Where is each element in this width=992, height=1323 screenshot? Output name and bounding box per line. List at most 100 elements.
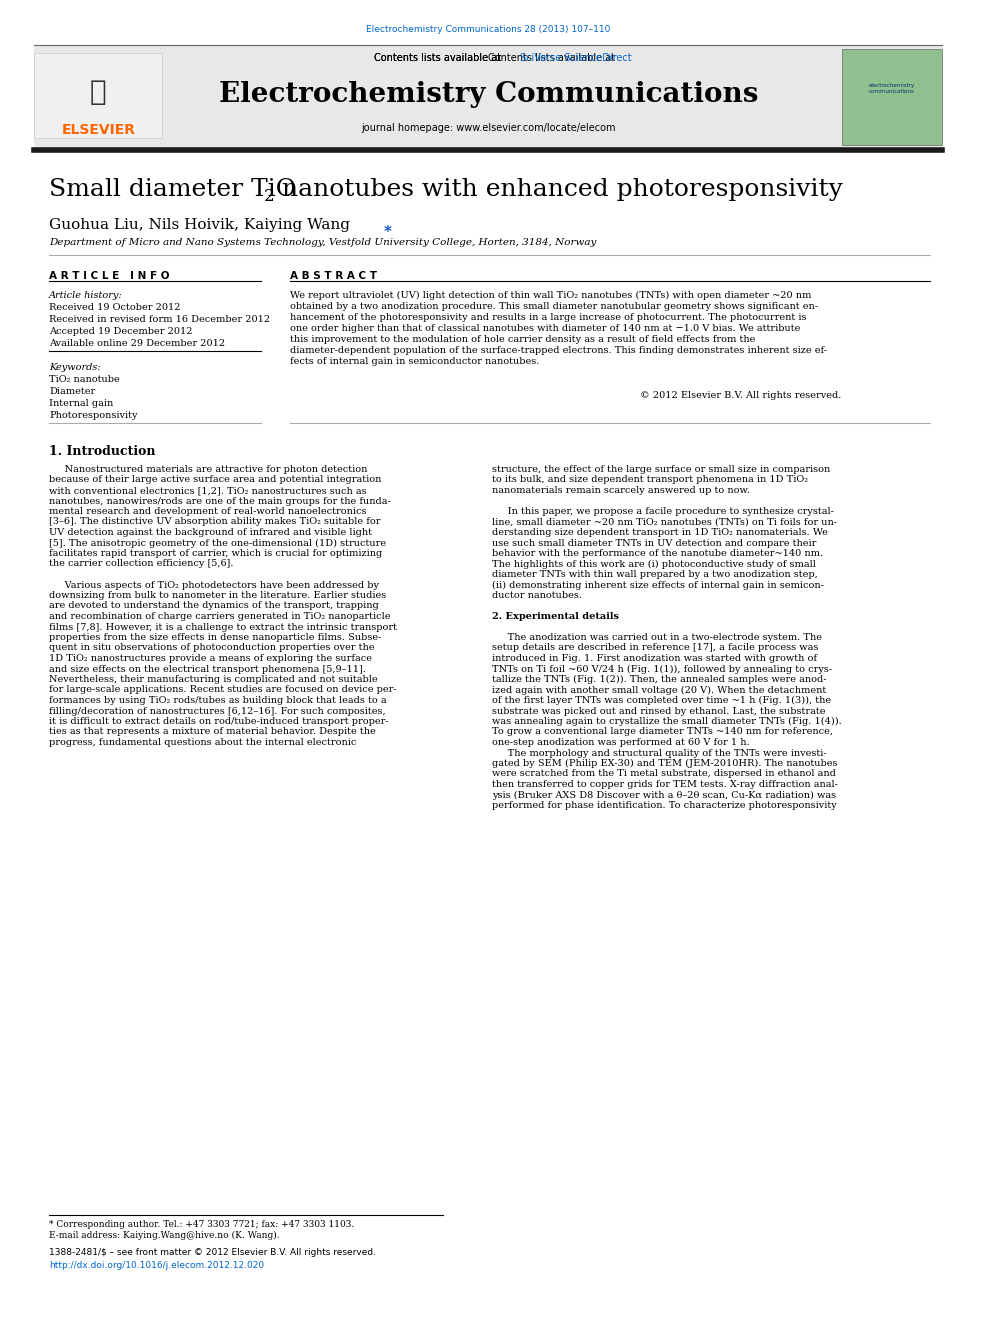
Text: (ii) demonstrating inherent size effects of internal gain in semicon-: (ii) demonstrating inherent size effects… xyxy=(492,581,824,590)
Text: progress, fundamental questions about the internal electronic: progress, fundamental questions about th… xyxy=(50,738,356,747)
Text: *: * xyxy=(384,225,392,239)
Text: one-step anodization was performed at 60 V for 1 h.: one-step anodization was performed at 60… xyxy=(492,738,750,747)
Text: properties from the size effects in dense nanoparticle films. Subse-: properties from the size effects in dens… xyxy=(50,632,382,642)
Text: Accepted 19 December 2012: Accepted 19 December 2012 xyxy=(50,327,192,336)
Text: 1. Introduction: 1. Introduction xyxy=(50,445,156,458)
Text: Received 19 October 2012: Received 19 October 2012 xyxy=(50,303,181,312)
Text: We report ultraviolet (UV) light detection of thin wall TiO₂ nanotubes (TNTs) wi: We report ultraviolet (UV) light detecti… xyxy=(291,291,811,300)
Text: 2: 2 xyxy=(264,188,275,205)
Text: nanomaterials remain scarcely answered up to now.: nanomaterials remain scarcely answered u… xyxy=(492,486,750,495)
Text: performed for phase identification. To characterize photoresponsivity: performed for phase identification. To c… xyxy=(492,800,837,810)
Text: obtained by a two anodization procedure. This small diameter nanotubular geometr: obtained by a two anodization procedure.… xyxy=(291,302,818,311)
Text: journal homepage: www.elsevier.com/locate/elecom: journal homepage: www.elsevier.com/locat… xyxy=(361,123,615,134)
Text: Available online 29 December 2012: Available online 29 December 2012 xyxy=(50,339,225,348)
Text: for large-scale applications. Recent studies are focused on device per-: for large-scale applications. Recent stu… xyxy=(50,685,397,695)
Text: TiO₂ nanotube: TiO₂ nanotube xyxy=(50,374,120,384)
Text: Internal gain: Internal gain xyxy=(50,400,113,407)
Text: ized again with another small voltage (20 V). When the detachment: ized again with another small voltage (2… xyxy=(492,685,826,695)
Text: 1388-2481/$ – see front matter © 2012 Elsevier B.V. All rights reserved.: 1388-2481/$ – see front matter © 2012 El… xyxy=(50,1248,376,1257)
Text: line, small diameter ~20 nm TiO₂ nanotubes (TNTs) on Ti foils for un-: line, small diameter ~20 nm TiO₂ nanotub… xyxy=(492,517,837,527)
Text: use such small diameter TNTs in UV detection and compare their: use such small diameter TNTs in UV detec… xyxy=(492,538,816,548)
Text: In this paper, we propose a facile procedure to synthesize crystal-: In this paper, we propose a facile proce… xyxy=(492,507,834,516)
Text: Diameter: Diameter xyxy=(50,388,95,396)
Text: UV detection against the background of infrared and visible light: UV detection against the background of i… xyxy=(50,528,372,537)
Text: Electrochemistry Communications: Electrochemistry Communications xyxy=(218,81,758,108)
Text: diameter TNTs with thin wall prepared by a two anodization step,: diameter TNTs with thin wall prepared by… xyxy=(492,570,818,579)
Text: and recombination of charge carriers generated in TiO₂ nanoparticle: and recombination of charge carriers gen… xyxy=(50,613,391,620)
Text: then transferred to copper grids for TEM tests. X-ray diffraction anal-: then transferred to copper grids for TEM… xyxy=(492,781,838,789)
Text: were scratched from the Ti metal substrate, dispersed in ethanol and: were scratched from the Ti metal substra… xyxy=(492,770,836,778)
FancyBboxPatch shape xyxy=(35,46,942,148)
Text: hancement of the photoresponsivity and results in a large increase of photocurre: hancement of the photoresponsivity and r… xyxy=(291,314,806,321)
Text: quent in situ observations of photoconduction properties over the: quent in situ observations of photocondu… xyxy=(50,643,375,652)
Text: [5]. The anisotropic geometry of the one-dimensional (1D) structure: [5]. The anisotropic geometry of the one… xyxy=(50,538,386,548)
Text: Small diameter TiO: Small diameter TiO xyxy=(50,179,297,201)
Text: 🌳: 🌳 xyxy=(90,78,107,106)
Text: fects of internal gain in semiconductor nanotubes.: fects of internal gain in semiconductor … xyxy=(291,357,540,366)
Text: to its bulk, and size dependent transport phenomena in 1D TiO₂: to its bulk, and size dependent transpor… xyxy=(492,475,808,484)
Text: Contents lists available at: Contents lists available at xyxy=(374,53,504,64)
Text: © 2012 Elsevier B.V. All rights reserved.: © 2012 Elsevier B.V. All rights reserved… xyxy=(640,392,841,400)
Text: Electrochemistry Communications 28 (2013) 107–110: Electrochemistry Communications 28 (2013… xyxy=(366,25,610,34)
Text: Various aspects of TiO₂ photodetectors have been addressed by: Various aspects of TiO₂ photodetectors h… xyxy=(50,581,379,590)
Text: because of their large active surface area and potential integration: because of their large active surface ar… xyxy=(50,475,382,484)
Text: tallize the TNTs (Fig. 1(2)). Then, the annealed samples were anod-: tallize the TNTs (Fig. 1(2)). Then, the … xyxy=(492,675,826,684)
Text: Photoresponsivity: Photoresponsivity xyxy=(50,411,138,419)
Text: of the first layer TNTs was completed over time ~1 h (Fig. 1(3)), the: of the first layer TNTs was completed ov… xyxy=(492,696,831,705)
Text: this improvement to the modulation of hole carrier density as a result of field : this improvement to the modulation of ho… xyxy=(291,335,756,344)
Text: nanotubes, nanowires/rods are one of the main groups for the funda-: nanotubes, nanowires/rods are one of the… xyxy=(50,496,391,505)
Text: behavior with the performance of the nanotube diameter~140 nm.: behavior with the performance of the nan… xyxy=(492,549,823,558)
Text: the carrier collection efficiency [5,6].: the carrier collection efficiency [5,6]. xyxy=(50,560,234,569)
Text: ductor nanotubes.: ductor nanotubes. xyxy=(492,591,582,601)
Text: 1D TiO₂ nanostructures provide a means of exploring the surface: 1D TiO₂ nanostructures provide a means o… xyxy=(50,654,372,663)
Text: ysis (Bruker AXS D8 Discover with a θ–2θ scan, Cu-Kα radiation) was: ysis (Bruker AXS D8 Discover with a θ–2θ… xyxy=(492,791,836,799)
Text: and size effects on the electrical transport phenomena [5,9–11].: and size effects on the electrical trans… xyxy=(50,664,366,673)
Text: 2. Experimental details: 2. Experimental details xyxy=(492,613,619,620)
Text: The morphology and structural quality of the TNTs were investi-: The morphology and structural quality of… xyxy=(492,749,826,758)
Text: SciVerse ScienceDirect: SciVerse ScienceDirect xyxy=(520,53,631,64)
Text: Article history:: Article history: xyxy=(50,291,123,300)
Text: E-mail address: Kaiying.Wang@hive.no (K. Wang).: E-mail address: Kaiying.Wang@hive.no (K.… xyxy=(50,1230,280,1240)
Text: nanotubes with enhanced photoresponsivity: nanotubes with enhanced photoresponsivit… xyxy=(274,179,842,201)
Text: The highlights of this work are (i) photoconductive study of small: The highlights of this work are (i) phot… xyxy=(492,560,816,569)
Text: http://dx.doi.org/10.1016/j.elecom.2012.12.020: http://dx.doi.org/10.1016/j.elecom.2012.… xyxy=(50,1261,264,1270)
Text: downsizing from bulk to nanometer in the literature. Earlier studies: downsizing from bulk to nanometer in the… xyxy=(50,591,387,601)
Text: Contents lists available at: Contents lists available at xyxy=(488,53,618,64)
Text: [3–6]. The distinctive UV absorption ability makes TiO₂ suitable for: [3–6]. The distinctive UV absorption abi… xyxy=(50,517,381,527)
Text: A R T I C L E   I N F O: A R T I C L E I N F O xyxy=(50,271,170,280)
Text: A B S T R A C T: A B S T R A C T xyxy=(291,271,377,280)
Text: Guohua Liu, Nils Hoivik, Kaiying Wang: Guohua Liu, Nils Hoivik, Kaiying Wang xyxy=(50,218,355,232)
FancyBboxPatch shape xyxy=(35,53,163,138)
Text: electrochemistry
communications: electrochemistry communications xyxy=(869,83,915,94)
Text: filling/decoration of nanostructures [6,12–16]. For such composites,: filling/decoration of nanostructures [6,… xyxy=(50,706,386,716)
Text: gated by SEM (Philip EX-30) and TEM (JEM-2010HR). The nanotubes: gated by SEM (Philip EX-30) and TEM (JEM… xyxy=(492,759,837,769)
Text: facilitates rapid transport of carrier, which is crucial for optimizing: facilitates rapid transport of carrier, … xyxy=(50,549,383,558)
Text: films [7,8]. However, it is a challenge to extract the intrinsic transport: films [7,8]. However, it is a challenge … xyxy=(50,623,397,631)
Text: To grow a conventional large diameter TNTs ~140 nm for reference,: To grow a conventional large diameter TN… xyxy=(492,728,833,737)
Text: Contents lists available at: Contents lists available at xyxy=(374,53,504,64)
Text: was annealing again to crystallize the small diameter TNTs (Fig. 1(4)).: was annealing again to crystallize the s… xyxy=(492,717,842,726)
Text: one order higher than that of classical nanotubes with diameter of 140 nm at −1.: one order higher than that of classical … xyxy=(291,324,801,333)
Text: it is difficult to extract details on rod/tube-induced transport proper-: it is difficult to extract details on ro… xyxy=(50,717,389,726)
Text: are devoted to understand the dynamics of the transport, trapping: are devoted to understand the dynamics o… xyxy=(50,602,379,610)
Text: The anodization was carried out in a two-electrode system. The: The anodization was carried out in a two… xyxy=(492,632,822,642)
Text: Nanostructured materials are attractive for photon detection: Nanostructured materials are attractive … xyxy=(50,464,368,474)
Text: diameter-dependent population of the surface-trapped electrons. This finding dem: diameter-dependent population of the sur… xyxy=(291,347,827,355)
Text: structure, the effect of the large surface or small size in comparison: structure, the effect of the large surfa… xyxy=(492,464,830,474)
Text: introduced in Fig. 1. First anodization was started with growth of: introduced in Fig. 1. First anodization … xyxy=(492,654,817,663)
Text: Keywords:: Keywords: xyxy=(50,363,101,372)
Text: ELSEVIER: ELSEVIER xyxy=(62,123,136,138)
Text: mental research and development of real-world nanoelectronics: mental research and development of real-… xyxy=(50,507,367,516)
Text: Received in revised form 16 December 2012: Received in revised form 16 December 201… xyxy=(50,315,271,324)
Text: formances by using TiO₂ rods/tubes as building block that leads to a: formances by using TiO₂ rods/tubes as bu… xyxy=(50,696,387,705)
Text: setup details are described in reference [17], a facile process was: setup details are described in reference… xyxy=(492,643,818,652)
Text: derstanding size dependent transport in 1D TiO₂ nanomaterials. We: derstanding size dependent transport in … xyxy=(492,528,828,537)
Text: * Corresponding author. Tel.: +47 3303 7721; fax: +47 3303 1103.: * Corresponding author. Tel.: +47 3303 7… xyxy=(50,1220,354,1229)
Text: with conventional electronics [1,2]. TiO₂ nanostructures such as: with conventional electronics [1,2]. TiO… xyxy=(50,486,367,495)
Text: ties as that represents a mixture of material behavior. Despite the: ties as that represents a mixture of mat… xyxy=(50,728,376,737)
Text: Nevertheless, their manufacturing is complicated and not suitable: Nevertheless, their manufacturing is com… xyxy=(50,675,378,684)
Text: Department of Micro and Nano Systems Technology, Vestfold University College, Ho: Department of Micro and Nano Systems Tec… xyxy=(50,238,596,247)
FancyBboxPatch shape xyxy=(841,49,942,146)
Text: TNTs on Ti foil ~60 V/24 h (Fig. 1(1)), followed by annealing to crys-: TNTs on Ti foil ~60 V/24 h (Fig. 1(1)), … xyxy=(492,664,832,673)
Text: substrate was picked out and rinsed by ethanol. Last, the substrate: substrate was picked out and rinsed by e… xyxy=(492,706,825,716)
